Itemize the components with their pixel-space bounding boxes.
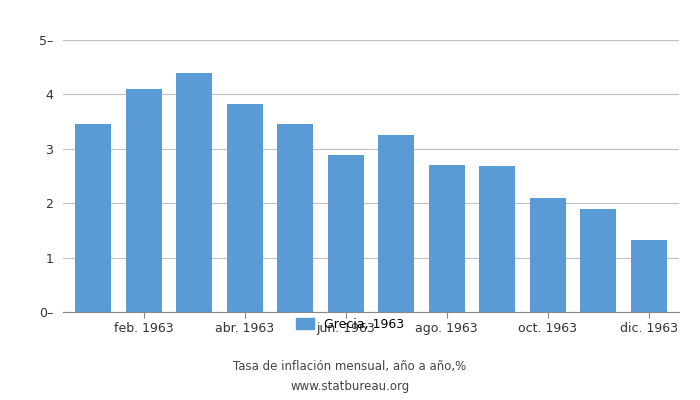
Text: www.statbureau.org: www.statbureau.org bbox=[290, 380, 410, 393]
Bar bbox=[328, 155, 364, 312]
Bar bbox=[479, 166, 515, 312]
Bar bbox=[125, 89, 162, 312]
Bar bbox=[580, 209, 617, 312]
Bar bbox=[428, 165, 465, 312]
Text: Tasa de inflación mensual, año a año,%: Tasa de inflación mensual, año a año,% bbox=[233, 360, 467, 373]
Bar bbox=[631, 240, 667, 312]
Legend: Grecia, 1963: Grecia, 1963 bbox=[290, 313, 410, 336]
Bar bbox=[378, 135, 414, 312]
Bar bbox=[227, 104, 263, 312]
Bar bbox=[176, 73, 213, 312]
Bar bbox=[277, 124, 314, 312]
Bar bbox=[529, 198, 566, 312]
Bar bbox=[75, 124, 111, 312]
